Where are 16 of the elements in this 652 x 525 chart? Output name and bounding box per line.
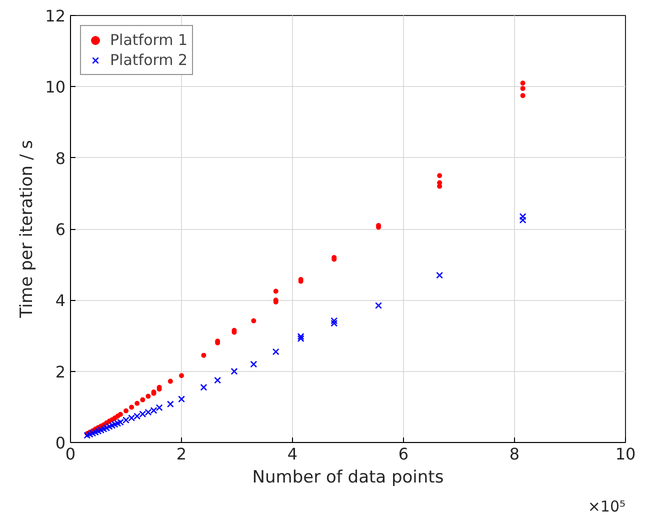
x-tick-label: 4 [287, 444, 298, 464]
y-tick-label: 10 [45, 78, 66, 97]
y-axis-title: Time per iteration / s [17, 140, 38, 319]
text: ×10⁵ [588, 498, 626, 516]
y-tick-label: 4 [55, 291, 66, 310]
y-tick-label: 8 [55, 148, 66, 168]
x-tick-label: 2 [176, 444, 187, 464]
y-tick-label: 6 [55, 220, 66, 239]
x-axis-title: Number of data points [252, 468, 444, 488]
legend-label: Platform 1 [110, 31, 188, 49]
x-tick-label: 10 [615, 444, 636, 464]
x-tick-label: 8 [509, 444, 520, 464]
x-tick-label: 6 [398, 444, 409, 464]
y-tick-label: 12 [45, 6, 66, 26]
y-tick-label: 2 [55, 362, 66, 382]
legend-label: Platform 2 [110, 51, 188, 69]
